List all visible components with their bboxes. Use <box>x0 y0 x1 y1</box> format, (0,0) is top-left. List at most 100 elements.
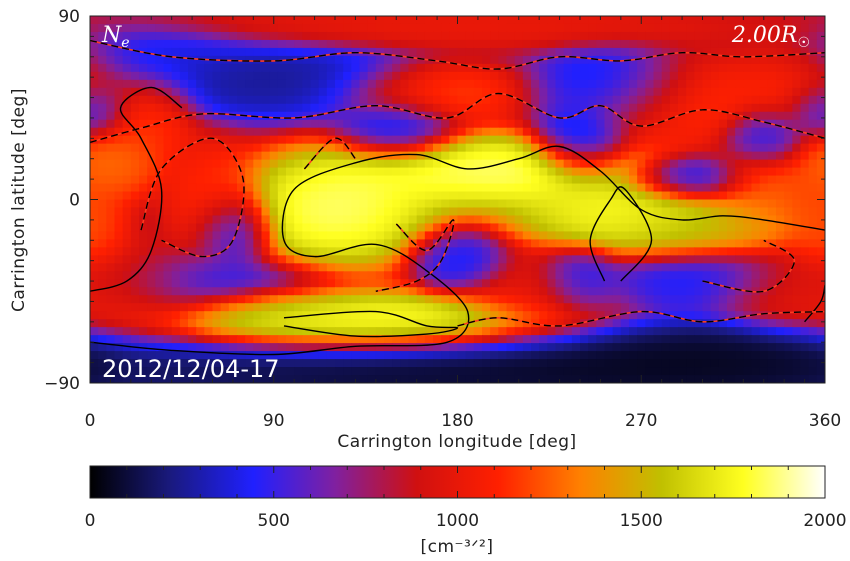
heatmap-cell <box>114 287 124 296</box>
heatmap-cell <box>326 103 336 113</box>
heatmap-cell <box>629 231 638 240</box>
heatmap-cell <box>408 127 418 137</box>
heatmap-cell <box>114 79 124 89</box>
heatmap-cell <box>555 111 565 121</box>
heatmap-cell <box>237 143 246 153</box>
heatmap-cell <box>506 135 516 145</box>
heatmap-cell <box>253 367 263 376</box>
heatmap-cell <box>776 127 785 137</box>
heatmap-cell <box>449 87 459 97</box>
heatmap-cell <box>98 175 107 185</box>
heatmap-cell <box>506 287 516 296</box>
heatmap-cell <box>457 175 467 185</box>
colorbar-unit-label: [cm⁻³ᐟ²] <box>421 537 494 557</box>
heatmap-cell <box>816 55 825 65</box>
heatmap-cell <box>171 119 181 129</box>
heatmap-cell <box>498 87 508 97</box>
heatmap-cell <box>612 159 622 169</box>
heatmap-cell <box>547 231 557 240</box>
heatmap-cell <box>147 55 156 65</box>
heatmap-cell <box>661 143 671 153</box>
heatmap-cell <box>482 151 491 161</box>
heatmap-cell <box>351 135 361 145</box>
heatmap-cell <box>645 151 655 161</box>
heatmap-cell <box>702 159 712 169</box>
heatmap-cell <box>318 63 328 73</box>
heatmap-cell <box>702 239 712 248</box>
heatmap-cell <box>776 375 785 383</box>
heatmap-cell <box>245 16 254 25</box>
heatmap-cell <box>637 95 646 105</box>
heatmap-cell <box>384 255 393 264</box>
heatmap-cell <box>449 239 459 248</box>
heatmap-cell <box>220 199 230 209</box>
heatmap-cell <box>816 207 825 217</box>
heatmap-cell <box>743 207 753 217</box>
heatmap-cell <box>571 311 581 320</box>
heatmap-cell <box>384 16 393 25</box>
heatmap-cell <box>694 47 704 57</box>
heatmap-cell <box>482 295 491 304</box>
heatmap-cell <box>163 31 173 41</box>
heatmap-cell <box>808 271 818 280</box>
heatmap-cell <box>114 351 124 360</box>
heatmap-cell <box>678 103 687 113</box>
heatmap-cell <box>367 95 377 105</box>
heatmap-cell <box>514 191 524 201</box>
heatmap-cell <box>343 55 352 65</box>
heatmap-cell <box>343 151 352 161</box>
heatmap-cell <box>228 303 238 312</box>
heatmap-cell <box>669 119 679 129</box>
heatmap-cell <box>400 175 410 185</box>
heatmap-cell <box>171 263 181 272</box>
heatmap-cell <box>384 239 393 248</box>
heatmap-cell <box>539 239 548 248</box>
heatmap-cell <box>384 79 393 89</box>
heatmap-cell <box>294 351 303 360</box>
heatmap-cell <box>228 175 238 185</box>
heatmap-cell <box>686 87 695 97</box>
heatmap-cell <box>735 263 744 272</box>
heatmap-cell <box>457 255 467 264</box>
heatmap-cell <box>555 39 565 49</box>
heatmap-cell <box>743 319 753 328</box>
heatmap-cell <box>130 16 140 25</box>
heatmap-cell <box>645 39 655 49</box>
heatmap-cell <box>776 231 785 240</box>
heatmap-cell <box>204 367 214 376</box>
heatmap-cell <box>384 207 393 217</box>
heatmap-cell <box>743 151 753 161</box>
heatmap-cell <box>792 95 802 105</box>
heatmap-cell <box>384 71 393 81</box>
heatmap-cell <box>759 207 769 217</box>
heatmap-cell <box>171 103 181 113</box>
heatmap-cell <box>302 135 312 145</box>
heatmap-cell <box>710 111 720 121</box>
y-tick-labels: 900−90 <box>44 7 80 394</box>
heatmap-cell <box>237 231 246 240</box>
heatmap-cell <box>808 303 818 312</box>
heatmap-cell <box>718 191 728 201</box>
heatmap-cell <box>375 223 385 233</box>
heatmap-cell <box>147 359 156 368</box>
heatmap-cell <box>367 135 377 145</box>
heatmap-cell <box>433 351 442 360</box>
heatmap-cell <box>678 151 687 161</box>
heatmap-cell <box>155 207 165 217</box>
heatmap-cell <box>400 271 410 280</box>
heatmap-cell <box>678 143 687 153</box>
heatmap-cell <box>122 55 132 65</box>
heatmap-cell <box>220 223 230 233</box>
heatmap-cell <box>326 143 336 153</box>
heatmap-cell <box>424 63 434 73</box>
heatmap-cell <box>359 255 369 264</box>
heatmap-cell <box>139 271 148 280</box>
heatmap-cell <box>196 223 205 233</box>
heatmap-cell <box>629 343 638 352</box>
heatmap-cell <box>767 79 777 89</box>
heatmap-cell <box>196 343 205 352</box>
heatmap-cell <box>335 39 344 49</box>
heatmap-cell <box>808 207 818 217</box>
heatmap-cell <box>416 207 426 217</box>
heatmap-cell <box>400 159 410 169</box>
